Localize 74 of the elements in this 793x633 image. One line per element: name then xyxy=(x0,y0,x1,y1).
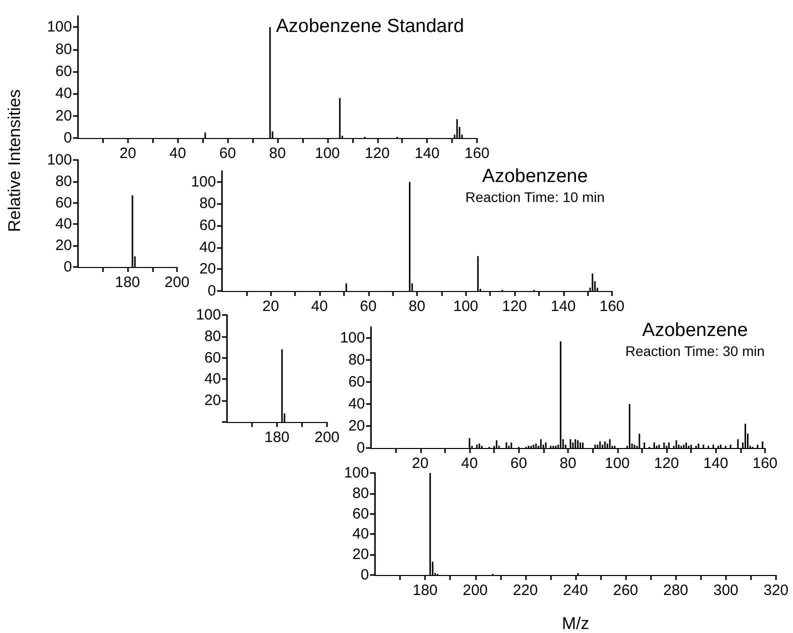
chart-title: Azobenzene xyxy=(642,320,748,341)
chart-title: Azobenzene Standard xyxy=(276,16,464,37)
y-tick-label: 80 xyxy=(348,352,365,368)
x-tick-label: 60 xyxy=(219,145,236,162)
y-tick-label: 20 xyxy=(352,546,369,564)
x-tick-label: 160 xyxy=(464,145,490,162)
x-tick-label: 120 xyxy=(502,298,528,315)
x-tick-label: 180 xyxy=(264,429,290,446)
x-axis-title: M/z xyxy=(562,614,590,633)
y-tick-label: 60 xyxy=(55,194,72,212)
y-tick-label: 80 xyxy=(204,328,221,345)
chart-title: Azobenzene xyxy=(482,166,588,187)
y-tick-label: 40 xyxy=(204,370,221,388)
x-tick-label: 20 xyxy=(262,298,280,315)
x-tick-label: 100 xyxy=(314,145,340,162)
x-tick-label: 320 xyxy=(763,582,789,599)
x-tick-label: 60 xyxy=(510,455,528,472)
x-tick-label: 160 xyxy=(752,455,778,472)
y-tick-label: 60 xyxy=(199,217,216,234)
y-tick-label: 60 xyxy=(348,374,365,390)
x-tick-label: 140 xyxy=(703,455,728,472)
y-tick-label: 40 xyxy=(348,396,365,412)
y-tick-label: 60 xyxy=(55,62,72,80)
y-tick-label: 20 xyxy=(55,237,72,254)
x-tick-label: 100 xyxy=(604,455,630,472)
x-tick-label: 120 xyxy=(364,145,390,162)
x-tick-label: 120 xyxy=(654,455,680,472)
x-tick-label: 40 xyxy=(311,298,328,315)
y-tick-label: 100 xyxy=(190,173,216,190)
y-tick-label: 80 xyxy=(55,172,72,190)
x-tick-label: 80 xyxy=(408,298,426,315)
x-tick-label: 140 xyxy=(414,145,440,162)
x-tick-label: 180 xyxy=(114,274,140,291)
x-tick-label: 20 xyxy=(120,145,136,162)
y-tick-label: 20 xyxy=(348,418,365,434)
y-tick-label: 40 xyxy=(199,238,216,256)
y-tick-label: 0 xyxy=(208,282,216,300)
x-tick-label: 200 xyxy=(164,274,190,291)
x-tick-label: 100 xyxy=(453,298,478,315)
y-tick-label: 100 xyxy=(340,330,365,346)
text: Reaction Time: 30 min xyxy=(625,343,765,359)
x-tick-label: 140 xyxy=(550,298,576,315)
y-axis-title: Relative Intensities xyxy=(5,89,24,232)
x-tick-label: 40 xyxy=(169,145,186,162)
y-tick-label: 0 xyxy=(64,130,72,146)
y-tick-label: 0 xyxy=(356,440,365,456)
y-tick-label: 20 xyxy=(199,260,216,278)
y-tick-label: 20 xyxy=(55,107,72,124)
x-tick-label: 20 xyxy=(412,455,429,472)
x-tick-label: 40 xyxy=(461,455,478,472)
x-tick-label: 300 xyxy=(713,582,738,599)
x-tick-label: 80 xyxy=(560,455,576,472)
x-tick-label: 200 xyxy=(314,429,340,446)
x-tick-label: 160 xyxy=(599,298,625,315)
y-tick-label: 20 xyxy=(204,392,221,410)
y-tick-label: 40 xyxy=(55,216,72,233)
x-tick-label: 280 xyxy=(663,582,688,599)
x-tick-label: 260 xyxy=(613,582,638,599)
y-tick-label: 0 xyxy=(64,258,72,276)
y-tick-label: 0 xyxy=(360,566,369,584)
y-tick-label: 40 xyxy=(55,85,72,102)
y-tick-label: 80 xyxy=(352,484,369,502)
y-tick-label: 60 xyxy=(352,505,369,522)
y-tick-label: 100 xyxy=(46,18,72,36)
y-tick-label: 80 xyxy=(55,40,72,58)
x-tick-label: 240 xyxy=(562,582,588,599)
x-tick-label: 200 xyxy=(462,582,488,599)
y-tick-label: 40 xyxy=(352,526,369,543)
x-tick-label: 180 xyxy=(412,582,438,599)
y-tick-label: 60 xyxy=(204,349,221,366)
text: Reaction Time: 10 min xyxy=(465,189,605,205)
x-tick-label: 80 xyxy=(269,145,286,162)
y-tick-label: 80 xyxy=(199,195,216,212)
x-tick-label: 220 xyxy=(512,582,538,599)
